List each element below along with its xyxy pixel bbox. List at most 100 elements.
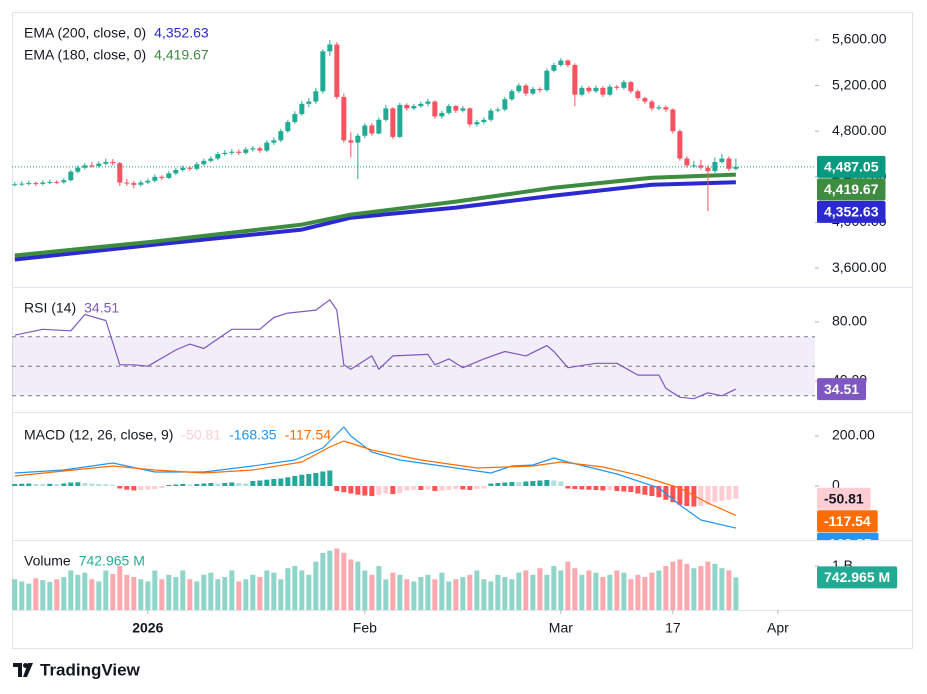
- candle-body: [411, 106, 417, 109]
- histogram-bar: [502, 482, 508, 486]
- legend-value: -50.81: [181, 427, 221, 443]
- volume-bar: [481, 579, 487, 610]
- volume-bar: [299, 570, 305, 610]
- candle-body: [194, 164, 200, 169]
- y-tick-label: 0: [832, 477, 840, 493]
- candle-body: [376, 119, 382, 134]
- histogram-bar: [89, 483, 95, 486]
- volume-bar: [621, 572, 627, 610]
- candle-body: [264, 142, 270, 151]
- histogram-bar: [516, 482, 522, 486]
- histogram-bar: [383, 486, 389, 494]
- candle-body: [355, 135, 361, 143]
- histogram-bar: [719, 486, 725, 501]
- histogram-bar: [12, 484, 18, 486]
- histogram-bar: [334, 486, 340, 491]
- histogram-bar: [726, 486, 732, 500]
- volume-bar: [33, 578, 39, 610]
- histogram-bar: [663, 486, 669, 500]
- x-tick-label: 2026: [132, 620, 163, 636]
- histogram-bar: [453, 486, 459, 489]
- volume-bar: [460, 577, 466, 610]
- candle-body: [61, 180, 67, 183]
- candle-body: [726, 158, 732, 169]
- candle-body: [635, 91, 641, 99]
- y-tick-label: 5,200.00: [832, 76, 887, 92]
- histogram-bar: [138, 486, 144, 490]
- candle-body: [397, 104, 403, 137]
- price-tag-bg: [817, 378, 867, 401]
- candle-body: [439, 112, 445, 117]
- histogram-bar: [285, 477, 291, 486]
- candle-body: [75, 167, 81, 172]
- candle-body: [250, 148, 256, 150]
- histogram-bar: [691, 486, 697, 507]
- volume-bar: [712, 563, 718, 610]
- histogram-bar: [236, 483, 242, 486]
- x-tick-label: Feb: [353, 620, 377, 636]
- volume-bar: [222, 577, 228, 610]
- volume-bar: [705, 561, 711, 610]
- candle-body: [453, 106, 459, 111]
- volume-bar: [726, 570, 732, 610]
- histogram-bar: [649, 486, 655, 496]
- histogram-bar: [509, 482, 515, 486]
- volume-bar: [313, 561, 319, 610]
- volume-bar: [670, 561, 676, 610]
- price-tag-label: 34.51: [824, 381, 859, 397]
- histogram-bar: [656, 486, 662, 498]
- candle-body: [96, 163, 102, 166]
- volume-bar: [474, 570, 480, 610]
- volume-bar: [418, 577, 424, 610]
- volume-bar: [187, 579, 193, 610]
- volume-bar: [677, 559, 683, 610]
- histogram-bar: [313, 473, 319, 486]
- histogram-bar: [488, 483, 494, 486]
- candle-body: [348, 140, 354, 143]
- histogram-bar: [544, 480, 550, 486]
- volume-bar: [250, 574, 256, 610]
- volume-bar: [488, 581, 494, 610]
- price-tag-label: 4,419.67: [824, 181, 879, 197]
- volume-bar: [26, 583, 32, 610]
- legend-title: EMA (200, close, 0): [24, 25, 146, 41]
- candle-body: [257, 148, 263, 151]
- volume-bar: [565, 561, 571, 610]
- histogram-bar: [208, 483, 214, 486]
- candle-body: [404, 104, 410, 109]
- volume-bar: [355, 561, 361, 610]
- volume-bar: [159, 579, 165, 610]
- histogram-bar: [40, 484, 46, 486]
- volume-bar: [208, 572, 214, 610]
- volume-bar: [229, 570, 235, 610]
- volume-bar: [383, 579, 389, 610]
- histogram-bar: [621, 486, 627, 492]
- candle-body: [495, 109, 501, 111]
- price-tag-bg: [817, 155, 886, 178]
- histogram-bar: [467, 486, 473, 490]
- price-tag: 34.51: [817, 378, 867, 401]
- histogram-bar: [54, 484, 60, 486]
- candle-body: [642, 98, 648, 102]
- candle-body: [460, 108, 466, 111]
- candle-body: [418, 103, 424, 107]
- candle-body: [663, 107, 669, 110]
- histogram-bar: [103, 484, 109, 486]
- candle-body: [68, 171, 74, 181]
- candle-body: [705, 167, 711, 172]
- macd-tags: -50.81 -117.54 -168.35: [817, 487, 879, 540]
- histogram-bar: [418, 486, 424, 490]
- candle-body: [481, 119, 487, 123]
- volume-bar: [124, 574, 130, 610]
- candle-body: [299, 103, 305, 115]
- volume-bar: [733, 577, 739, 610]
- volume-bar: [243, 579, 249, 610]
- volume-bar: [369, 574, 375, 610]
- legend-value: -168.35: [229, 427, 277, 443]
- volume-bar: [145, 581, 151, 610]
- volume-bar: [495, 574, 501, 610]
- volume-bar: [719, 568, 725, 610]
- candle-body: [208, 158, 214, 161]
- histogram-bar: [677, 486, 683, 505]
